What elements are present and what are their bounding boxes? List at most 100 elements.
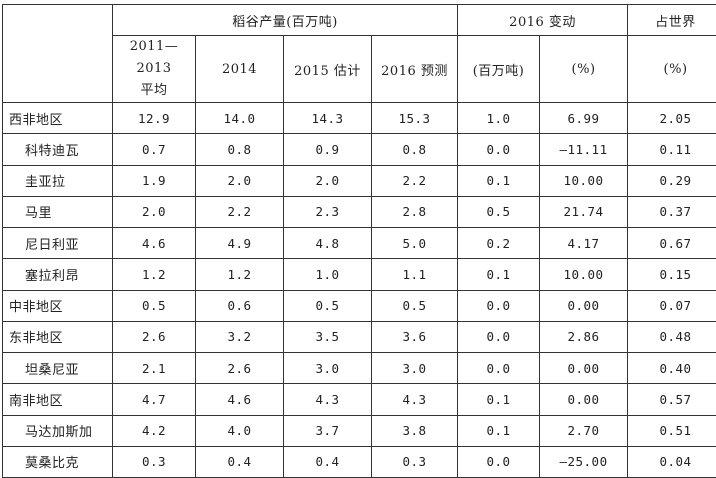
col-header-2015: 2015 估计 — [284, 36, 372, 103]
cell-chg: 0.0 — [458, 290, 540, 321]
region-name-cell: 科特迪瓦 — [3, 134, 113, 165]
cell-y2015: 4.3 — [284, 384, 372, 415]
cell-chg: 1.0 — [458, 103, 540, 134]
cell-pct: 10.00 — [540, 165, 628, 196]
cell-avg: 12.9 — [113, 103, 196, 134]
region-name-cell: 莫桑比克 — [3, 446, 113, 477]
cell-y2014: 1.2 — [196, 259, 284, 290]
cell-avg: 1.9 — [113, 165, 196, 196]
cell-avg: 0.7 — [113, 134, 196, 165]
cell-y2016: 3.6 — [372, 321, 458, 352]
cell-avg: 4.7 — [113, 384, 196, 415]
cell-y2015: 0.9 — [284, 134, 372, 165]
cell-y2015: 0.4 — [284, 446, 372, 477]
cell-y2015: 3.7 — [284, 415, 372, 446]
cell-avg: 0.5 — [113, 290, 196, 321]
cell-chg: 0.0 — [458, 353, 540, 384]
rice-production-table: 稻谷产量(百万吨) 2016 变动 占世界 2011—2013 平均 2014 … — [2, 4, 716, 478]
cell-y2016: 15.3 — [372, 103, 458, 134]
cell-pct: 0.00 — [540, 353, 628, 384]
cell-y2014: 4.0 — [196, 415, 284, 446]
cell-pct: —25.00 — [540, 446, 628, 477]
cell-y2014: 0.4 — [196, 446, 284, 477]
region-name-cell: 南非地区 — [3, 384, 113, 415]
col-header-change-pct: (%) — [540, 36, 628, 103]
cell-y2014: 4.6 — [196, 384, 284, 415]
cell-y2016: 0.8 — [372, 134, 458, 165]
cell-chg: 0.5 — [458, 196, 540, 227]
cell-y2015: 0.5 — [284, 290, 372, 321]
cell-share: 0.29 — [628, 165, 716, 196]
cell-chg: 0.0 — [458, 321, 540, 352]
cell-chg: 0.1 — [458, 384, 540, 415]
cell-chg: 0.1 — [458, 259, 540, 290]
cell-pct: 2.86 — [540, 321, 628, 352]
cell-share: 0.04 — [628, 446, 716, 477]
cell-avg: 4.6 — [113, 228, 196, 259]
header-world-share: 占世界 — [628, 5, 716, 36]
cell-y2016: 4.3 — [372, 384, 458, 415]
cell-share: 0.11 — [628, 134, 716, 165]
cell-y2015: 3.5 — [284, 321, 372, 352]
col-header-avg-line2: 平均 — [140, 83, 167, 98]
col-header-avg-line1: 2011—2013 — [130, 39, 179, 76]
cell-pct: 0.00 — [540, 384, 628, 415]
col-header-change-mt: (百万吨) — [458, 36, 540, 103]
cell-share: 0.40 — [628, 353, 716, 384]
cell-pct: 2.70 — [540, 415, 628, 446]
cell-y2014: 0.8 — [196, 134, 284, 165]
cell-avg: 4.2 — [113, 415, 196, 446]
cell-share: 0.57 — [628, 384, 716, 415]
cell-y2016: 3.8 — [372, 415, 458, 446]
cell-pct: 6.99 — [540, 103, 628, 134]
region-name-cell: 中非地区 — [3, 290, 113, 321]
cell-y2015: 4.8 — [284, 228, 372, 259]
region-name-cell: 东非地区 — [3, 321, 113, 352]
cell-share: 0.51 — [628, 415, 716, 446]
cell-chg: 0.1 — [458, 165, 540, 196]
cell-chg: 0.0 — [458, 134, 540, 165]
cell-avg: 2.6 — [113, 321, 196, 352]
region-name-cell: 坦桑尼亚 — [3, 353, 113, 384]
cell-avg: 0.3 — [113, 446, 196, 477]
cell-y2016: 3.0 — [372, 353, 458, 384]
cell-y2014: 2.2 — [196, 196, 284, 227]
cell-y2016: 0.3 — [372, 446, 458, 477]
region-name-cell: 尼日利亚 — [3, 228, 113, 259]
cell-y2015: 14.3 — [284, 103, 372, 134]
cell-y2015: 1.0 — [284, 259, 372, 290]
cell-chg: 0.2 — [458, 228, 540, 259]
col-header-share-pct: (%) — [628, 36, 716, 103]
cell-pct: 10.00 — [540, 259, 628, 290]
cell-share: 0.37 — [628, 196, 716, 227]
corner-cell — [3, 5, 113, 103]
cell-pct: 21.74 — [540, 196, 628, 227]
cell-y2016: 2.2 — [372, 165, 458, 196]
region-name-cell: 圭亚拉 — [3, 165, 113, 196]
cell-avg: 1.2 — [113, 259, 196, 290]
cell-share: 2.05 — [628, 103, 716, 134]
region-name-cell: 西非地区 — [3, 103, 113, 134]
cell-chg: 0.1 — [458, 415, 540, 446]
col-header-2014: 2014 — [196, 36, 284, 103]
region-name-cell: 塞拉利昂 — [3, 259, 113, 290]
cell-y2014: 2.0 — [196, 165, 284, 196]
cell-y2016: 0.5 — [372, 290, 458, 321]
header-rice-production: 稻谷产量(百万吨) — [113, 5, 458, 36]
cell-y2014: 3.2 — [196, 321, 284, 352]
cell-y2014: 14.0 — [196, 103, 284, 134]
cell-pct: 4.17 — [540, 228, 628, 259]
cell-y2014: 0.6 — [196, 290, 284, 321]
col-header-2016: 2016 预测 — [372, 36, 458, 103]
cell-pct: 0.00 — [540, 290, 628, 321]
